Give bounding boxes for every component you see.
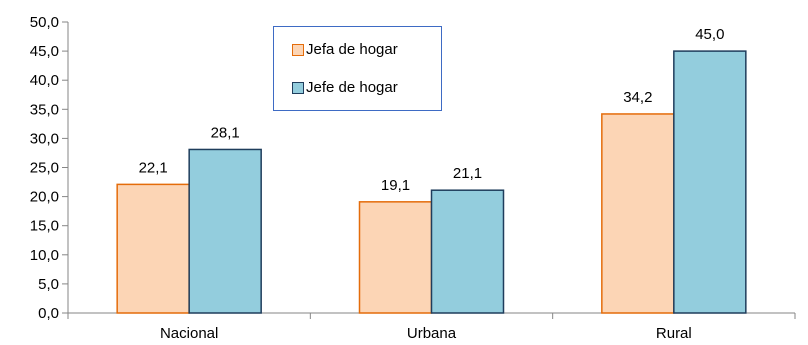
y-tick-label: 20,0 — [30, 189, 59, 206]
legend-item-jefa: Jefa de hogar — [292, 41, 398, 58]
bar-jefe — [430, 189, 505, 314]
y-tick-label: 45,0 — [30, 43, 59, 60]
data-label: 19,1 — [381, 177, 410, 194]
y-tick-label: 30,0 — [30, 130, 59, 147]
y-tick-label: 35,0 — [30, 101, 59, 118]
legend-label-jefa: Jefa de hogar — [306, 41, 398, 58]
legend-label-jefe: Jefe de hogar — [306, 79, 398, 96]
data-label: 45,0 — [695, 26, 724, 43]
bar-jefa — [601, 113, 675, 314]
bar-jefa — [358, 201, 433, 314]
data-label: 22,1 — [139, 159, 168, 176]
data-label: 21,1 — [453, 165, 482, 182]
y-tick-label: 10,0 — [30, 247, 59, 264]
legend: Jefa de hogar Jefe de hogar — [273, 26, 442, 111]
legend-swatch-jefe — [292, 81, 304, 94]
y-tick-label: 0,0 — [38, 305, 59, 322]
y-tick-label: 15,0 — [30, 218, 59, 235]
data-label: 34,2 — [623, 89, 652, 106]
data-label: 28,1 — [211, 124, 240, 141]
x-category-label: Nacional — [160, 325, 218, 342]
y-tick-label: 50,0 — [30, 14, 59, 31]
x-category-label: Urbana — [407, 325, 457, 342]
bar-jefe — [673, 50, 747, 314]
x-category-label: Rural — [656, 325, 692, 342]
y-tick-label: 5,0 — [38, 276, 59, 293]
legend-swatch-jefa — [292, 43, 304, 56]
y-tick-label: 25,0 — [30, 160, 59, 177]
bar-jefa — [116, 183, 190, 314]
legend-item-jefe: Jefe de hogar — [292, 79, 398, 96]
y-tick-label: 40,0 — [30, 72, 59, 89]
bar-jefe — [188, 148, 262, 314]
